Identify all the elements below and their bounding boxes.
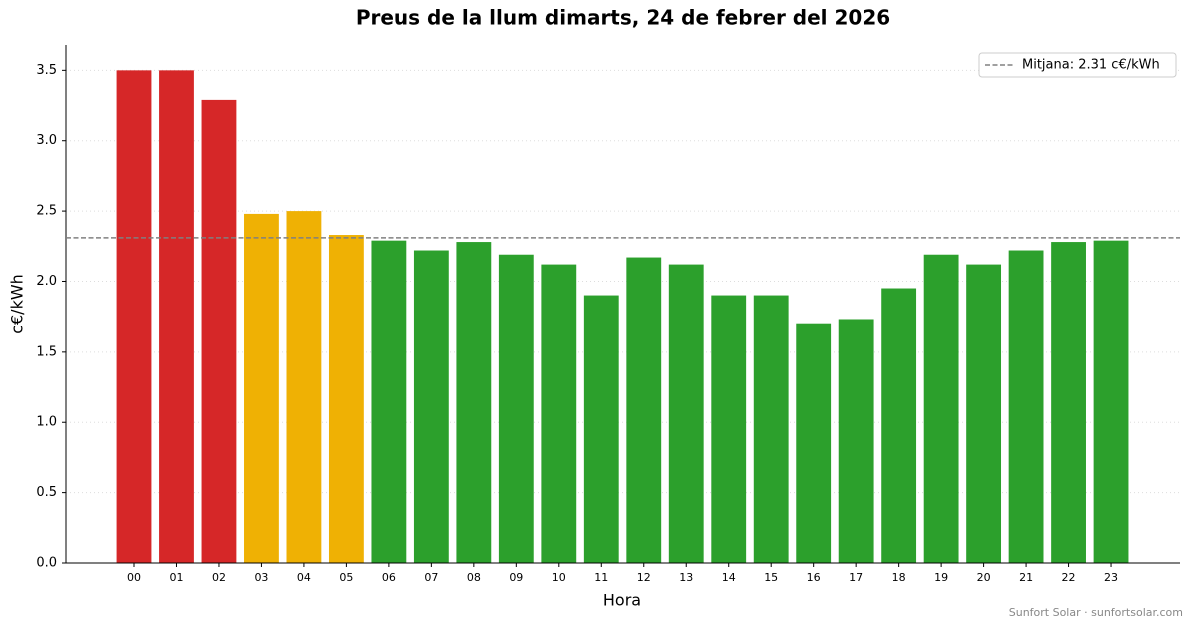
bar bbox=[498, 254, 534, 563]
bar bbox=[1093, 240, 1129, 564]
bar bbox=[1008, 250, 1044, 563]
x-tick-label: 05 bbox=[339, 571, 353, 584]
y-axis-label: c€/kWh bbox=[8, 274, 27, 334]
x-tick-label: 12 bbox=[637, 571, 651, 584]
x-tick-label: 13 bbox=[679, 571, 693, 584]
x-tick-label: 16 bbox=[807, 571, 821, 584]
y-tick-label: 2.0 bbox=[36, 274, 57, 289]
bar bbox=[626, 257, 662, 563]
x-tick-label: 15 bbox=[764, 571, 778, 584]
x-tick-label: 02 bbox=[212, 571, 226, 584]
bar bbox=[541, 264, 577, 563]
legend-label: Mitjana: 2.31 c€/kWh bbox=[1022, 58, 1160, 73]
bar bbox=[371, 240, 407, 564]
x-tick-label: 01 bbox=[169, 571, 183, 584]
legend-box bbox=[978, 52, 1177, 78]
x-tick-label: 04 bbox=[297, 571, 311, 584]
x-tick-label: 08 bbox=[467, 571, 481, 584]
bar bbox=[838, 319, 874, 563]
bar bbox=[328, 235, 364, 564]
x-tick-label: 09 bbox=[509, 571, 523, 584]
y-tick-label: 1.5 bbox=[36, 344, 57, 359]
x-tick-label: 03 bbox=[254, 571, 268, 584]
x-tick-label: 11 bbox=[594, 571, 608, 584]
x-tick-label: 00 bbox=[127, 571, 141, 584]
y-tick-label: 2.5 bbox=[36, 204, 57, 219]
x-tick-label: 23 bbox=[1104, 571, 1118, 584]
x-tick-label: 21 bbox=[1019, 571, 1033, 584]
bar bbox=[116, 70, 152, 563]
x-tick-label: 14 bbox=[722, 571, 736, 584]
bar bbox=[753, 295, 789, 563]
chart-title: Preus de la llum dimarts, 24 de febrer d… bbox=[356, 6, 890, 30]
x-tick-label: 10 bbox=[552, 571, 566, 584]
x-tick-label: 18 bbox=[892, 571, 906, 584]
y-tick-label: 3.0 bbox=[36, 133, 57, 148]
bar bbox=[286, 211, 322, 563]
x-tick-label: 17 bbox=[849, 571, 863, 584]
x-tick-label: 20 bbox=[977, 571, 991, 584]
bar bbox=[1051, 242, 1086, 563]
bar bbox=[201, 99, 237, 564]
y-tick-label: 0.5 bbox=[36, 485, 57, 500]
bar bbox=[413, 250, 449, 563]
bar bbox=[711, 295, 747, 563]
y-tick-label: 1.0 bbox=[36, 415, 57, 430]
bar bbox=[966, 264, 1002, 563]
bar bbox=[244, 213, 279, 564]
bar bbox=[583, 295, 619, 563]
bar bbox=[668, 264, 704, 563]
x-tick-label: 06 bbox=[382, 571, 396, 584]
y-tick-label: 0.0 bbox=[36, 556, 57, 571]
bar bbox=[923, 254, 959, 563]
x-tick-label: 19 bbox=[934, 571, 948, 584]
bar bbox=[796, 323, 832, 563]
x-tick-label: 22 bbox=[1062, 571, 1076, 584]
footer: Sunfort Solar · sunfortsolar.com bbox=[1009, 606, 1183, 619]
bar bbox=[881, 288, 917, 563]
x-axis-label: Hora bbox=[603, 591, 641, 610]
x-tick-label: 07 bbox=[424, 571, 438, 584]
y-tick-label: 3.5 bbox=[36, 63, 57, 78]
bar bbox=[456, 242, 492, 563]
bar bbox=[159, 70, 194, 563]
